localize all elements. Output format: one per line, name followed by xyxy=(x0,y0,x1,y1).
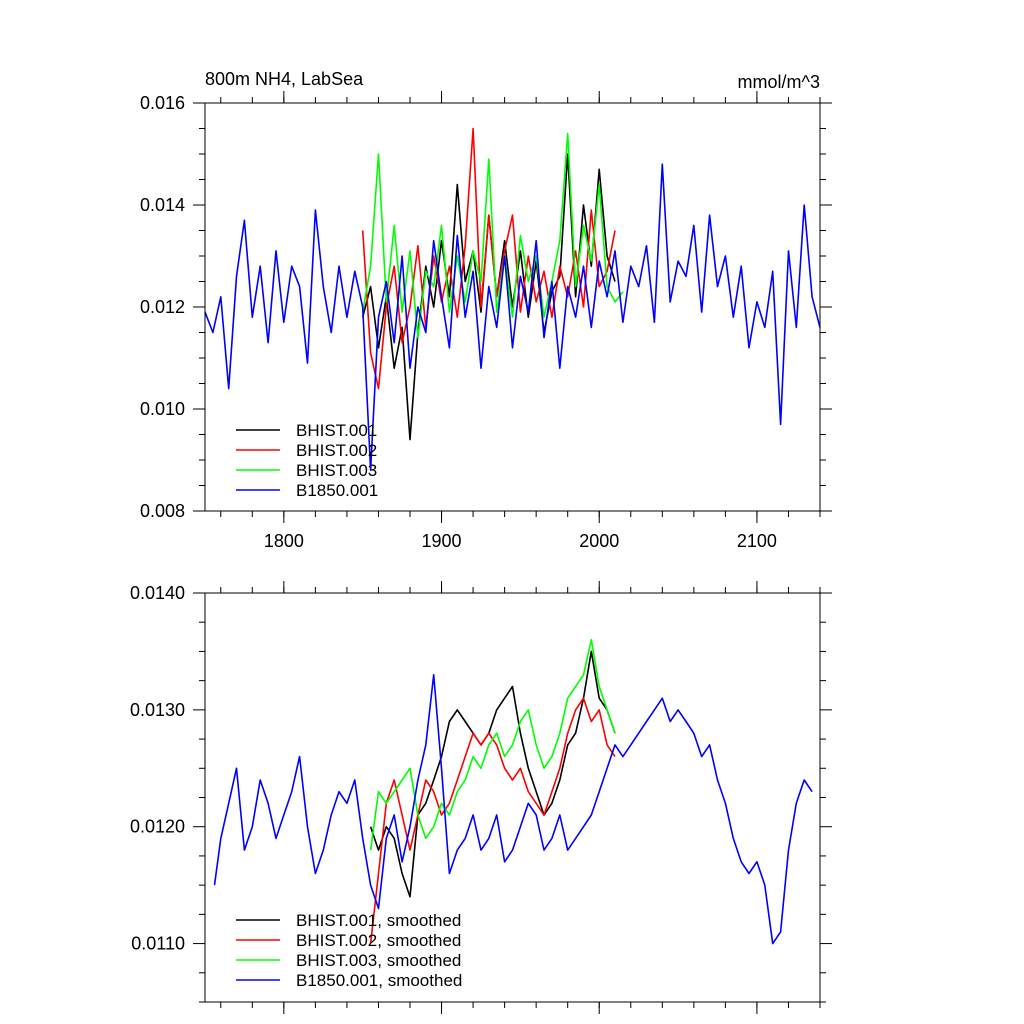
y-tick-label: 0.016 xyxy=(140,93,185,113)
series-line xyxy=(369,697,616,944)
y-tick-label: 0.008 xyxy=(140,501,185,521)
legend-label: BHIST.001, smoothed xyxy=(296,911,461,930)
plot-area: 0.0110 0.0120 0.0130 0.0140 BHIST.001, smoot… xyxy=(130,581,832,1014)
x-tick-label: 1900 xyxy=(422,531,462,551)
bottom-panel: 0.0110 0.0120 0.0130 0.0140 BHIST.001, smoot… xyxy=(130,581,832,1014)
y-tick-label: 0.012 xyxy=(140,297,185,317)
legend-label: B1850.001, smoothed xyxy=(296,971,462,990)
top-panel: 800m NH4, LabSea mmol/m^3 1800 1900 2000 21… xyxy=(140,69,832,551)
x-tick-label: 2000 xyxy=(579,531,619,551)
series-line xyxy=(213,674,813,945)
units-label: mmol/m^3 xyxy=(738,72,820,92)
y-tick-label: 0.0110 xyxy=(131,934,185,954)
legend-label: BHIST.002 xyxy=(296,441,377,460)
plot-area: 1800 1900 2000 2100 0.008 0.010 0.012 0.014 0.01… xyxy=(140,91,832,551)
x-tick-label: 2100 xyxy=(737,531,777,551)
y-tick-label: 0.0120 xyxy=(130,817,185,837)
series-line xyxy=(361,127,616,390)
legend-label: BHIST.003, smoothed xyxy=(296,951,461,970)
panel-title: 800m NH4, LabSea xyxy=(205,69,364,89)
legend-label: B1850.001 xyxy=(296,481,378,500)
legend-label: BHIST.002, smoothed xyxy=(296,931,461,950)
series-line xyxy=(369,650,616,898)
y-tick-label: 0.010 xyxy=(140,399,185,419)
y-tick-label: 0.0140 xyxy=(130,583,185,603)
series-line xyxy=(204,163,821,471)
series-line xyxy=(361,132,624,339)
series-line xyxy=(369,638,616,851)
y-tick-label: 0.014 xyxy=(140,195,185,215)
y-tick-label: 0.0130 xyxy=(130,700,185,720)
legend-label: BHIST.001 xyxy=(296,421,377,440)
legend-label: BHIST.003 xyxy=(296,461,377,480)
x-tick-label: 1800 xyxy=(264,531,304,551)
